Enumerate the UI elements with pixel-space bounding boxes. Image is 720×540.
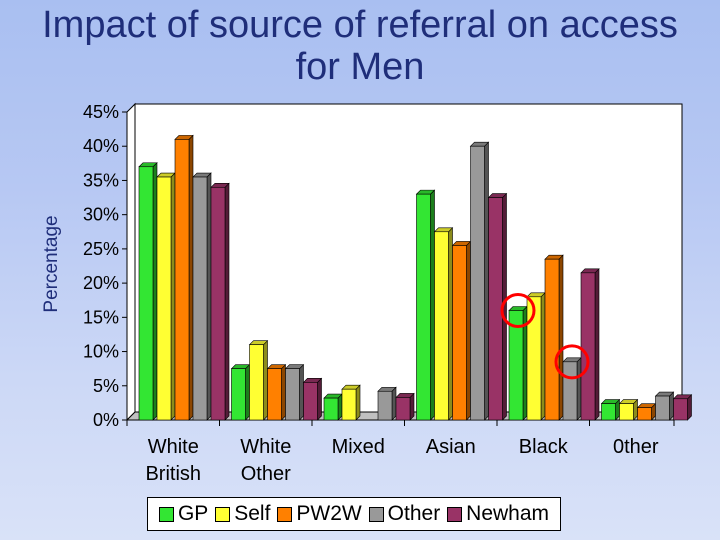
x-tick-label: British <box>145 463 201 485</box>
y-tick-label: 10% <box>83 342 119 362</box>
legend-swatch <box>447 506 463 522</box>
legend-label: GP <box>177 502 209 525</box>
y-tick-label: 45% <box>83 102 119 122</box>
bar-other-black <box>562 361 578 421</box>
bar-side <box>409 392 415 421</box>
bar-newham-white-british <box>210 186 226 421</box>
bar-side <box>355 384 361 421</box>
bar-self-mixed <box>341 388 357 421</box>
annotation-circle <box>554 344 590 380</box>
legend-item: Other <box>368 502 441 526</box>
bar-side <box>263 339 268 421</box>
bar-side <box>576 357 582 421</box>
bar-newham-asian <box>488 197 503 421</box>
x-tick-label: Black <box>519 436 569 458</box>
legend-item: Self <box>215 502 270 526</box>
legend-swatch <box>158 506 174 522</box>
bar-pw2w-0ther <box>637 407 652 421</box>
bar-pw2w-black <box>544 258 560 421</box>
legend-item: GP <box>158 502 209 526</box>
bar-side <box>317 377 322 421</box>
bar-pw2w-white-british <box>174 139 190 421</box>
legend-label: Other <box>387 502 441 525</box>
x-tick-label: Asian <box>426 436 476 458</box>
y-tick-label: 5% <box>93 376 119 396</box>
bar-newham-mixed <box>395 397 411 421</box>
bar-side <box>188 134 194 421</box>
bar-side <box>391 386 397 421</box>
bar-other-white-british <box>192 176 208 421</box>
chart-title: Impact of source of referral on access f… <box>0 4 720 88</box>
bar-side <box>448 227 453 421</box>
bar-gp-white-other <box>231 368 246 421</box>
y-tick-label: 35% <box>83 170 119 190</box>
bar-self-white-british <box>156 176 172 421</box>
bar-side <box>484 141 489 421</box>
x-tick-label: 0ther <box>613 436 659 458</box>
bar-side <box>669 391 674 421</box>
legend-label: PW2W <box>296 502 362 525</box>
bar-gp-0ther <box>601 403 616 421</box>
bar-side <box>594 268 600 421</box>
bar-side <box>430 189 435 421</box>
bar-other-asian <box>470 145 485 421</box>
x-tick-label: Mixed <box>332 436 385 458</box>
legend-swatch <box>368 506 384 522</box>
bar-side <box>281 363 286 421</box>
y-tick-label: 25% <box>83 239 119 259</box>
bar-side <box>337 393 343 421</box>
bar-side <box>245 363 250 421</box>
y-tick-label: 20% <box>83 273 119 293</box>
bar-pw2w-white-other <box>267 368 282 421</box>
chart-legend: GP Self PW2W Other Newham <box>147 497 561 531</box>
bar-gp-asian <box>416 193 431 421</box>
legend-item: Newham <box>447 502 549 526</box>
bar-self-black <box>526 296 542 421</box>
x-tick-label: White <box>240 436 291 458</box>
x-tick-label: Other <box>241 463 291 485</box>
chart-title-line1: Impact of source of referral on access <box>42 4 678 46</box>
bar-gp-black <box>508 310 524 421</box>
legend-swatch <box>277 506 293 522</box>
legend-label: Self <box>234 502 271 525</box>
chart-title-line2: for Men <box>295 46 425 88</box>
bar-side <box>558 254 564 421</box>
legend-swatch <box>215 506 231 522</box>
bar-newham-black <box>580 272 596 421</box>
x-tick-label: White <box>148 436 199 458</box>
y-axis-title: Percentage <box>41 215 62 312</box>
bar-side <box>170 172 176 421</box>
bar-side <box>540 292 546 421</box>
bar-side <box>224 182 230 421</box>
bar-side <box>466 240 471 421</box>
bar-gp-mixed <box>323 397 339 421</box>
bar-other-mixed <box>377 390 393 421</box>
legend-label: Newham <box>466 502 550 525</box>
bar-other-white-other <box>285 368 300 421</box>
bar-gp-white-british <box>138 166 154 421</box>
bar-pw2w-asian <box>452 245 467 421</box>
legend-item: PW2W <box>277 502 362 526</box>
annotation-circle <box>500 292 536 328</box>
side-wall <box>126 102 136 422</box>
y-tick-label: 30% <box>83 205 119 225</box>
bar-self-asian <box>434 231 449 421</box>
bar-side <box>299 363 304 421</box>
y-tick-label: 40% <box>83 136 119 156</box>
bar-newham-0ther <box>673 398 688 421</box>
bar-self-0ther <box>619 403 634 421</box>
bar-self-white-other <box>249 344 264 421</box>
bar-side <box>152 162 158 421</box>
y-tick-label: 0% <box>93 410 119 430</box>
bar-side <box>206 172 212 421</box>
y-tick-label: 15% <box>83 307 119 327</box>
bar-other-0ther <box>655 395 670 421</box>
bar-newham-white-other <box>303 382 318 421</box>
